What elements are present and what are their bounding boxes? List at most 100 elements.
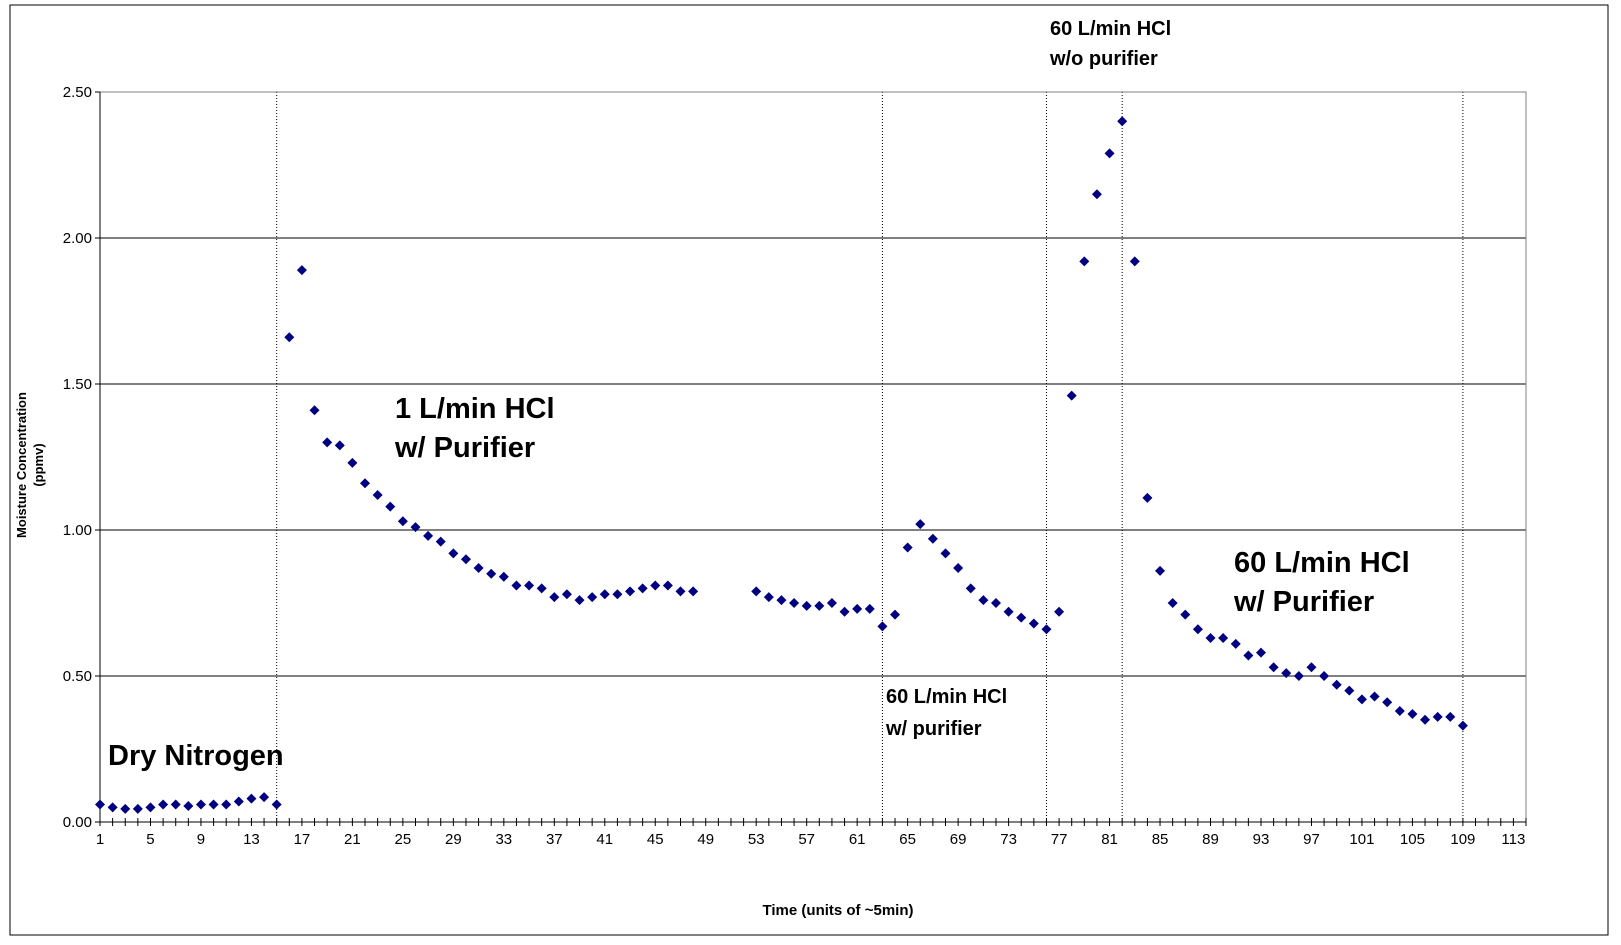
x-tick-label: 49 [697,831,714,848]
data-point [322,437,333,448]
data-point [284,332,295,343]
data-point [1369,691,1380,702]
data-point [498,571,509,582]
x-tick-label: 57 [798,831,815,848]
x-tick-label: 69 [950,831,967,848]
data-point [763,592,774,603]
data-point [1003,606,1014,617]
x-tick-label: 101 [1349,831,1374,848]
data-point [612,589,623,600]
data-point [1331,679,1342,690]
data-point [776,595,787,606]
data-point [410,522,421,533]
x-tick-label: 41 [596,831,613,848]
y-axis-title: Moisture Concentration (ppmv) [14,392,46,538]
data-point [1079,256,1090,267]
data-point [233,796,244,807]
data-point [435,536,446,547]
data-point [1054,606,1065,617]
data-point [385,501,396,512]
annotation-label: 60 L/min HCl [886,686,1007,708]
data-point [826,598,837,608]
data-point [1243,650,1254,661]
data-point [1192,624,1203,635]
data-point [1293,671,1304,681]
x-tick-label: 85 [1152,831,1169,848]
annotation-label: 60 L/min HCl [1050,18,1171,40]
data-point [1281,668,1292,679]
data-point [650,580,661,591]
annotation-label: w/ purifier [885,718,982,740]
x-tick-label: 113 [1501,831,1525,848]
data-point [1218,633,1229,644]
data-point [158,799,169,810]
x-tick-label: 13 [243,831,260,848]
data-point [95,799,105,810]
data-point [1129,256,1140,267]
data-point [360,478,371,489]
x-tick-label: 1 [96,831,104,848]
data-point [1142,492,1153,503]
data-point [1356,694,1367,705]
data-point [675,586,686,597]
annotation-label: w/ Purifier [1233,586,1374,618]
x-axis-title: Time (units of ~5min) [763,902,914,919]
data-point [473,562,484,573]
data-point [1117,116,1128,127]
data-point [195,799,206,810]
data-point [120,803,131,814]
data-point [246,793,257,804]
y-tick-label: 1.50 [63,376,92,393]
data-point [915,519,926,530]
data-point [789,598,800,608]
x-tick-label: 93 [1253,831,1270,848]
x-tick-label: 29 [445,831,462,848]
data-point [271,799,282,810]
y-tick-label: 1.00 [63,522,92,539]
data-point [1407,708,1418,719]
data-point [751,586,762,597]
y-tick-label: 0.50 [63,668,92,685]
data-point [1167,598,1178,608]
data-point [221,799,232,810]
data-point [839,606,850,617]
data-point [965,583,976,594]
y-tick-label: 2.50 [63,84,92,101]
x-tick-label: 21 [344,831,361,848]
data-point [1432,711,1443,722]
data-point [1041,624,1052,635]
data-point [864,603,875,614]
annotation-label: Dry Nitrogen [108,740,284,772]
data-point [334,440,345,451]
data-point [902,542,913,553]
data-point [107,802,118,813]
data-point [536,583,547,594]
data-point [1016,612,1027,623]
data-point [423,530,434,541]
x-tick-label: 9 [197,831,205,848]
y-axis-title-line-2: (ppmv) [31,443,46,486]
y-tick-label: 0.00 [63,814,92,831]
x-tick-label: 61 [849,831,866,848]
data-point [1104,148,1115,159]
data-point [1028,618,1039,629]
y-axis-title-line-1: Moisture Concentration [14,392,29,538]
x-tick-label: 109 [1450,831,1475,848]
data-point [259,792,270,803]
annotation-label: 60 L/min HCl [1234,547,1410,579]
data-point [625,586,636,597]
axes: 0.00 0.50 1.00 1.50 2.00 2.50 1 5 9 13 17 21 25 29 33 3… [63,84,1527,848]
data-point [953,562,964,573]
data-point [1382,697,1393,708]
data-point [1066,390,1077,401]
data-point [145,802,156,813]
data-point [1420,714,1431,725]
x-tick-label: 73 [1000,831,1017,848]
data-point [587,592,598,603]
y-tick-label: 2.00 [63,230,92,247]
data-point [549,592,560,603]
data-point [1344,685,1355,696]
x-tick-label: 89 [1202,831,1219,848]
data-point [1230,638,1241,649]
